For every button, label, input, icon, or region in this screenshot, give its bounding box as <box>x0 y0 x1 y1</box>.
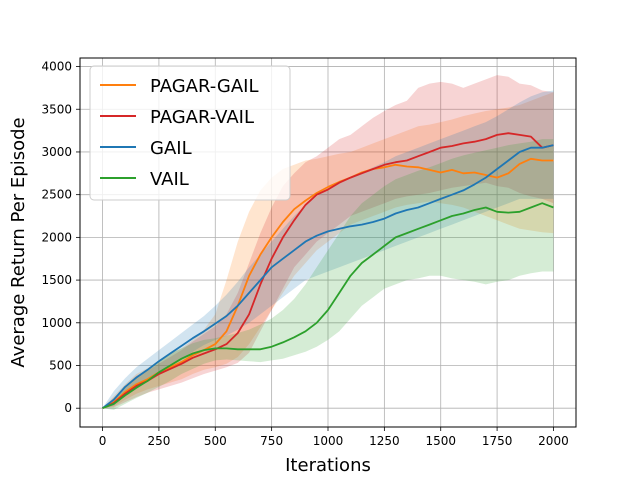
x-tick-label: 250 <box>147 434 170 448</box>
gail-band <box>102 90 554 409</box>
legend-label-gail: GAIL <box>150 138 192 159</box>
x-tick-label: 750 <box>260 434 283 448</box>
pagar-vail-line <box>102 132 554 410</box>
legend: PAGAR-GAIL PAGAR-VAIL GAIL VAIL <box>89 65 291 201</box>
y-tick-label: 2500 <box>41 188 72 202</box>
y-axis-title: Average Return Per Episode <box>8 117 29 367</box>
y-tick-label: 1500 <box>41 273 72 287</box>
y-tick-label: 4000 <box>41 60 72 74</box>
pagar-gail-band <box>102 92 554 409</box>
y-tick-label: 3000 <box>41 145 72 159</box>
y-tick-label: 500 <box>49 359 72 373</box>
x-tick-label: 1500 <box>425 434 456 448</box>
vail-line <box>102 202 554 410</box>
gail-line <box>101 144 554 409</box>
legend-box <box>89 65 291 201</box>
axis-ticks: 0 250 500 750 1000 1250 1500 1750 2000 0 500 1000 15… <box>41 60 568 448</box>
pagar-vail-band <box>102 75 554 409</box>
confidence-bands <box>102 75 554 410</box>
pagar-gail-line <box>102 157 554 409</box>
vail-band <box>102 139 554 410</box>
series-lines <box>101 132 554 410</box>
y-tick-label: 2000 <box>41 230 72 244</box>
x-axis-title: Iterations <box>285 455 371 476</box>
x-tick-label: 2000 <box>538 434 569 448</box>
x-tick-label: 500 <box>204 434 227 448</box>
x-tick-label: 1250 <box>369 434 400 448</box>
x-tick-label: 0 <box>99 434 107 448</box>
legend-label-pagar-gail: PAGAR-GAIL <box>150 76 259 97</box>
y-tick-label: 1000 <box>41 316 72 330</box>
y-tick-label: 0 <box>64 401 72 415</box>
y-tick-label: 3500 <box>41 102 72 116</box>
legend-label-pagar-vail: PAGAR-VAIL <box>150 107 254 128</box>
x-tick-label: 1750 <box>482 434 513 448</box>
x-tick-label: 1000 <box>313 434 344 448</box>
legend-label-vail: VAIL <box>150 169 189 190</box>
